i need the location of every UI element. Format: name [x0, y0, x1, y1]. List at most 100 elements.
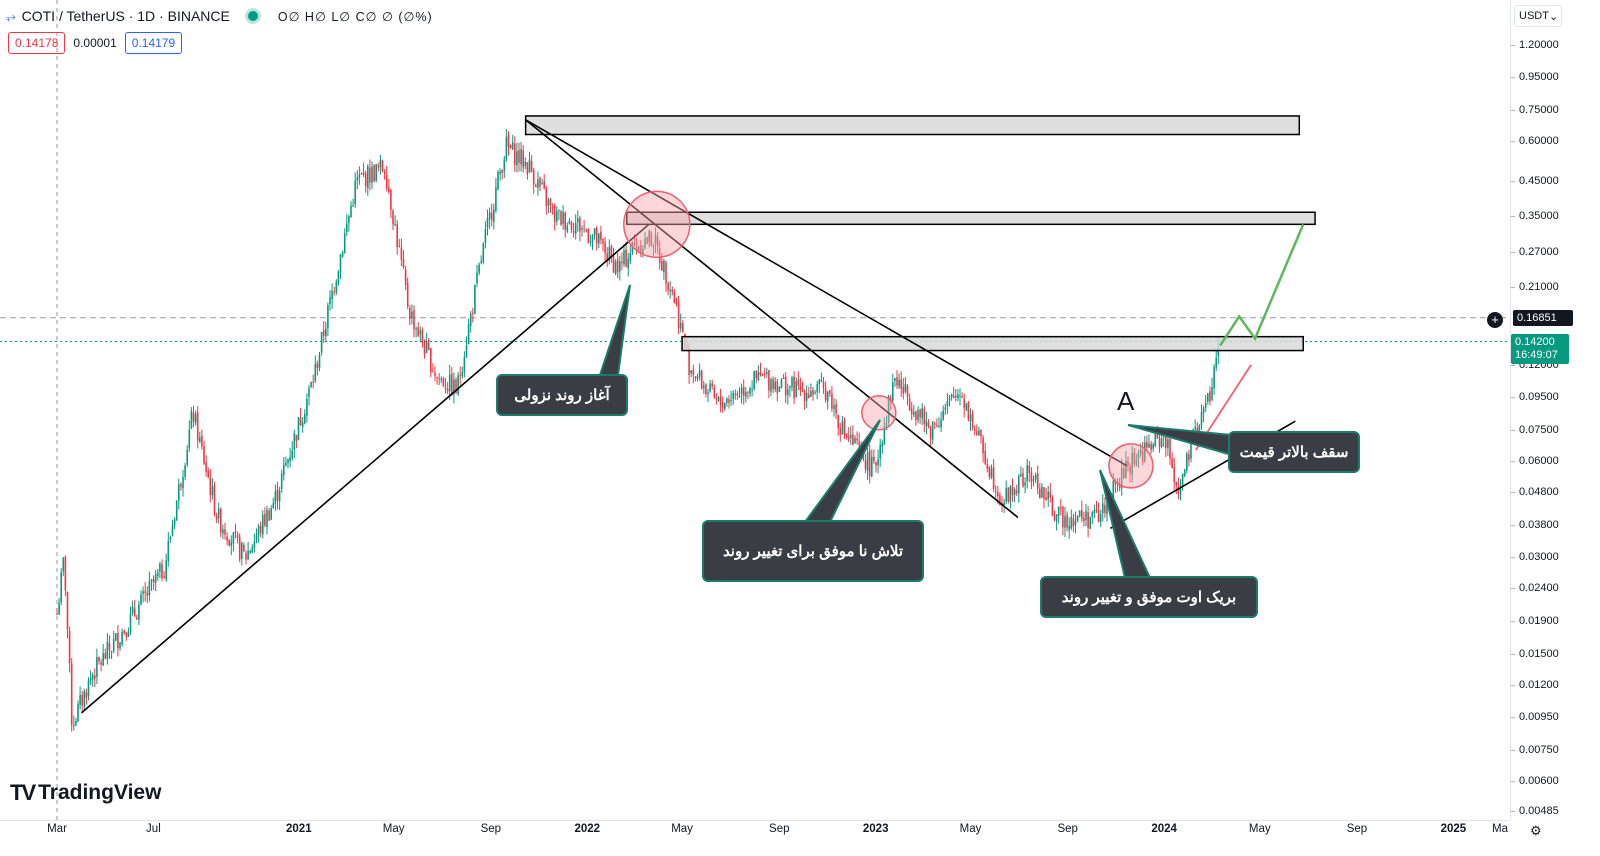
candle-body [753, 370, 755, 389]
candle-body [60, 572, 62, 603]
price-chart[interactable] [0, 0, 1510, 820]
candle-body [404, 269, 407, 285]
candle-body [499, 171, 501, 175]
candle-body [362, 172, 365, 175]
candle-body [558, 210, 560, 212]
candle-body [530, 161, 533, 172]
candle-body [381, 160, 384, 172]
candle-body [98, 656, 100, 662]
candle-body [770, 379, 772, 392]
time-tick-label: May [1248, 823, 1271, 835]
symbol-title[interactable]: COTI / TetherUS · 1D · BINANCE [21, 8, 230, 24]
candle-body [913, 411, 915, 416]
candle-body [1152, 444, 1154, 449]
settings-gear-icon[interactable]: ⚙ [1530, 823, 1542, 838]
trendline [525, 119, 1128, 467]
candle-body [89, 678, 92, 681]
candle-body [1146, 441, 1148, 448]
candle-body [352, 205, 354, 207]
candle-body [524, 161, 527, 166]
candle-body [503, 159, 506, 171]
candle-body [784, 376, 787, 396]
candle-body [133, 608, 136, 617]
candle-body [526, 162, 529, 174]
candle-body [654, 234, 657, 245]
candle-body [108, 643, 111, 651]
candle-body [1083, 517, 1085, 522]
candle-body [560, 210, 562, 225]
candle-body [293, 433, 296, 450]
candle-body [944, 407, 947, 410]
time-tick-label: 2024 [1151, 823, 1177, 835]
candle-body [732, 393, 734, 399]
time-axis[interactable]: Mar Jul 2021 May Sep 2022 May Sep 2023 May Sep 2024… [0, 820, 1510, 856]
currency-selector[interactable]: USDT ⌄ [1514, 5, 1562, 27]
candle-body [595, 227, 598, 244]
candle-body [457, 375, 459, 395]
candle-body [1179, 486, 1182, 494]
candle-body [482, 242, 485, 262]
candle-body [388, 187, 390, 192]
candle-body [1169, 438, 1171, 459]
candle-body [142, 591, 144, 594]
candle-body [209, 477, 212, 495]
candle-body [623, 250, 625, 265]
candle-body [1177, 486, 1180, 495]
candle-body [1200, 411, 1203, 426]
candle-body [144, 591, 146, 593]
candle-body [1007, 487, 1010, 502]
candle-body [434, 372, 436, 376]
resistance-zone [524, 115, 1301, 136]
price-axis[interactable]: 1.20000 0.95000 0.75000 0.60000 0.45000 0.350… [1510, 0, 1600, 820]
candle-body [581, 228, 583, 230]
candle-body [371, 166, 373, 183]
candle-body [829, 389, 831, 394]
time-tick-label: 2023 [862, 823, 889, 835]
candle-body [463, 357, 466, 373]
buy-price-button[interactable]: 0.14179 [124, 32, 183, 54]
candle-body [696, 376, 699, 379]
candle-body [392, 210, 394, 225]
candle-body [938, 426, 940, 428]
candle-body [793, 376, 795, 399]
candle-body [432, 370, 434, 372]
candle-body [763, 373, 766, 375]
candle-body [780, 378, 783, 388]
price-tick-label: 0.21000 [1511, 281, 1559, 294]
candle-body [373, 165, 375, 182]
candle-body [255, 535, 258, 540]
candle-body [692, 369, 695, 375]
candle-body [398, 245, 401, 247]
candle-body [973, 429, 976, 431]
price-tick-label: 0.01500 [1511, 647, 1559, 660]
candle-body [201, 435, 203, 447]
candle-body [661, 261, 663, 271]
candle-body [549, 198, 552, 206]
sell-price-button[interactable]: 0.14178 [8, 32, 66, 54]
candle-body [236, 534, 239, 538]
candle-body [497, 171, 499, 190]
candle-body [547, 199, 550, 206]
candle-body [650, 232, 653, 246]
candle-body [986, 464, 989, 469]
spread-value: 0.00001 [73, 36, 117, 50]
candle-body [1106, 499, 1108, 515]
candle-body [721, 402, 724, 409]
callout-breakout: بریک اوت موفق و تغییر روند [1040, 576, 1258, 618]
candle-body [955, 396, 957, 398]
candle-body [520, 149, 522, 165]
candle-body [766, 372, 768, 375]
candle-body [213, 484, 216, 515]
candle-body [100, 662, 102, 665]
candle-body [929, 427, 932, 439]
candle-body [772, 378, 774, 389]
candle-body [205, 462, 207, 472]
candle-body [812, 389, 814, 395]
candle-body [797, 379, 800, 386]
candle-body [952, 395, 955, 398]
candle-body [427, 339, 430, 350]
candle-body [127, 631, 130, 637]
candle-body [1181, 474, 1184, 488]
add-alert-button[interactable]: + [1487, 312, 1503, 328]
chart-plot-area[interactable]: ⥅ COTI / TetherUS · 1D · BINANCE O∅ H∅ L… [0, 0, 1510, 820]
